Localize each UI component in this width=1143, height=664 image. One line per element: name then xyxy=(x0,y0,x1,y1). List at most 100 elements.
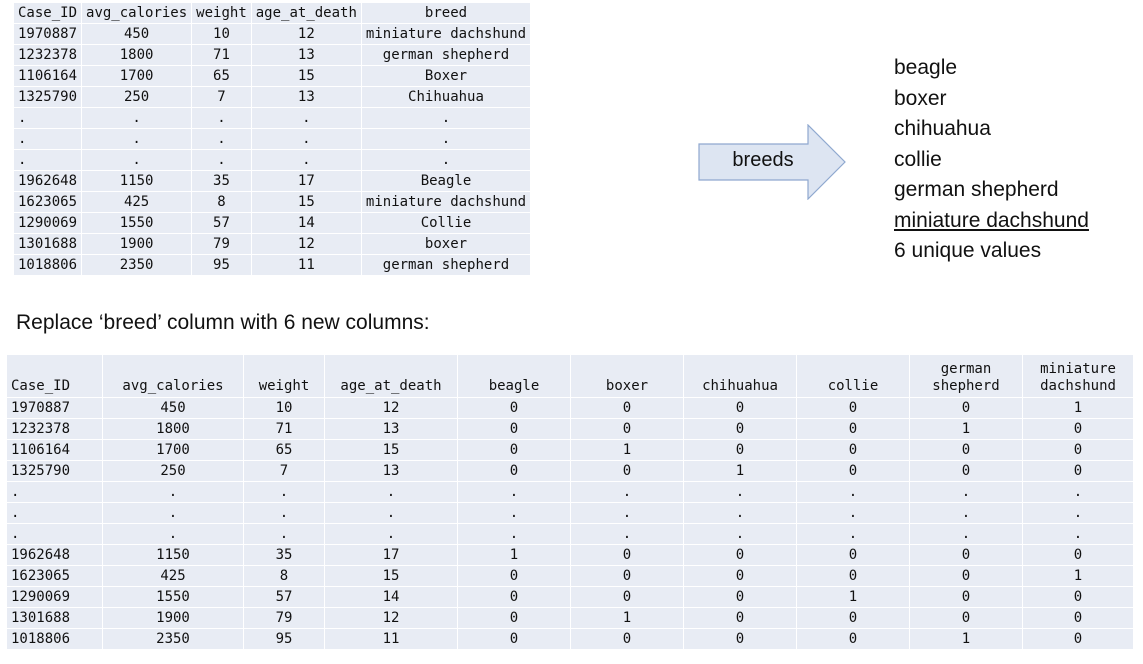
table-row: 1623065 425 8 15 0 0 0 0 0 1 xyxy=(7,565,1134,587)
table-row: 1106164 1700 65 15 Boxer xyxy=(14,65,532,87)
table-cell: 1018806 xyxy=(7,628,103,650)
table-cell: 0 xyxy=(457,397,571,419)
table-cell: 12 xyxy=(251,233,362,255)
table-cell: . xyxy=(796,523,910,545)
table-row: 1232378 1800 71 13 german shepherd xyxy=(14,44,532,66)
table-cell: 0 xyxy=(683,628,797,650)
table-row: 1301688 1900 79 12 boxer xyxy=(14,233,532,255)
breed-list-item: beagle xyxy=(894,56,958,79)
table-cell: 1106164 xyxy=(7,439,103,461)
column-header: age_at_death xyxy=(251,3,362,24)
table-cell: . xyxy=(324,502,458,524)
column-header-line: collie xyxy=(827,378,879,394)
table-cell: 1325790 xyxy=(7,460,103,482)
table-cell: 250 xyxy=(81,86,193,108)
original-table-header: Case_ID avg_calories weight age_at_death bre… xyxy=(14,3,532,24)
table-cell: . xyxy=(243,502,325,524)
breed-list-item: collie xyxy=(894,147,942,171)
column-header-line: dachshund xyxy=(1040,378,1116,394)
table-row: 1970887 450 10 12 miniature dachshund xyxy=(14,23,532,45)
table-cell: . xyxy=(7,481,103,503)
table-cell: 1106164 xyxy=(14,65,83,87)
table-cell: 0 xyxy=(683,418,797,440)
table-cell: 0 xyxy=(457,460,571,482)
table-cell: . xyxy=(457,502,571,524)
table-cell: 0 xyxy=(909,544,1023,566)
table-cell: 0 xyxy=(1022,607,1134,629)
column-header: collie xyxy=(796,355,910,398)
column-header: beagle xyxy=(457,355,571,398)
table-cell: 0 xyxy=(683,544,797,566)
table-cell: 0 xyxy=(1022,460,1134,482)
table-cell: . xyxy=(102,502,244,524)
table-cell: 0 xyxy=(570,418,684,440)
table-cell: 0 xyxy=(570,628,684,650)
table-cell: 10 xyxy=(191,23,252,45)
table-cell: 0 xyxy=(796,460,910,482)
table-cell: german shepherd xyxy=(361,254,532,276)
table-cell: 65 xyxy=(191,65,252,87)
table-cell: 15 xyxy=(324,565,458,587)
table-cell: 0 xyxy=(796,628,910,650)
table-cell: 0 xyxy=(1022,439,1134,461)
table-cell: 250 xyxy=(102,460,244,482)
breed-list-item: boxer xyxy=(894,86,947,110)
table-cell: 10 xyxy=(243,397,325,419)
table-cell: 1 xyxy=(1022,397,1134,419)
table-cell: 1800 xyxy=(81,44,193,66)
column-header: german shepherd xyxy=(909,355,1023,398)
column-header-line: beagle xyxy=(488,378,540,394)
arrow-right-icon xyxy=(698,124,846,200)
table-cell: 1 xyxy=(457,544,571,566)
table-cell: 0 xyxy=(909,586,1023,608)
table-cell: 1150 xyxy=(81,170,193,192)
table-cell: 0 xyxy=(570,586,684,608)
table-cell: 71 xyxy=(191,44,252,66)
column-header: breed xyxy=(361,3,532,24)
table-cell: 450 xyxy=(81,23,193,45)
table-cell: 13 xyxy=(251,86,362,108)
table-cell: . xyxy=(570,481,684,503)
table-row: 1325790 250 7 13 0 0 1 0 0 0 xyxy=(7,460,1134,482)
table-cell: miniature dachshund xyxy=(361,23,532,45)
breed-list-item: chihuahua xyxy=(894,117,991,140)
breed-list-item: miniature dachshund xyxy=(894,208,1089,232)
table-cell: 0 xyxy=(796,565,910,587)
table-cell: 1 xyxy=(570,439,684,461)
table-cell: 0 xyxy=(796,544,910,566)
original-table-body: 1970887 450 10 12 miniature dachshund 1232378… xyxy=(14,23,532,276)
table-cell: 0 xyxy=(570,460,684,482)
table-cell: 11 xyxy=(251,254,362,276)
table-cell: . xyxy=(1022,523,1134,545)
table-cell: Beagle xyxy=(361,170,532,192)
table-cell: 57 xyxy=(243,586,325,608)
table-cell: 35 xyxy=(243,544,325,566)
table-cell: 0 xyxy=(909,565,1023,587)
table-row: 1290069 1550 57 14 0 0 0 1 0 0 xyxy=(7,586,1134,608)
table-cell: . xyxy=(102,481,244,503)
column-header: age_at_death xyxy=(324,355,458,398)
table-cell: . xyxy=(909,523,1023,545)
table-cell: 0 xyxy=(457,607,571,629)
column-header: Case_ID xyxy=(14,3,83,24)
table-cell: 13 xyxy=(251,44,362,66)
table-cell: . xyxy=(324,481,458,503)
table-cell: 425 xyxy=(81,191,193,213)
column-header-line: chihuahua xyxy=(702,378,778,394)
table-row: .......... xyxy=(7,523,1134,545)
column-header-line: boxer xyxy=(605,378,649,394)
table-row: 1301688 1900 79 12 0 1 0 0 0 0 xyxy=(7,607,1134,629)
table-cell: 1 xyxy=(909,628,1023,650)
table-cell: 1550 xyxy=(81,212,193,234)
column-header: chihuahua xyxy=(683,355,797,398)
table-cell: . xyxy=(909,481,1023,503)
table-cell: . xyxy=(81,149,193,171)
table-cell: 0 xyxy=(457,565,571,587)
table-row: 1018806 2350 95 11 german shepherd xyxy=(14,254,532,276)
table-row: 1962648 1150 35 17 1 0 0 0 0 0 xyxy=(7,544,1134,566)
table-cell: 7 xyxy=(243,460,325,482)
table-cell: 15 xyxy=(251,65,362,87)
table-cell: 1290069 xyxy=(7,586,103,608)
table-cell: 1290069 xyxy=(14,212,83,234)
table-row: .......... xyxy=(7,481,1134,503)
